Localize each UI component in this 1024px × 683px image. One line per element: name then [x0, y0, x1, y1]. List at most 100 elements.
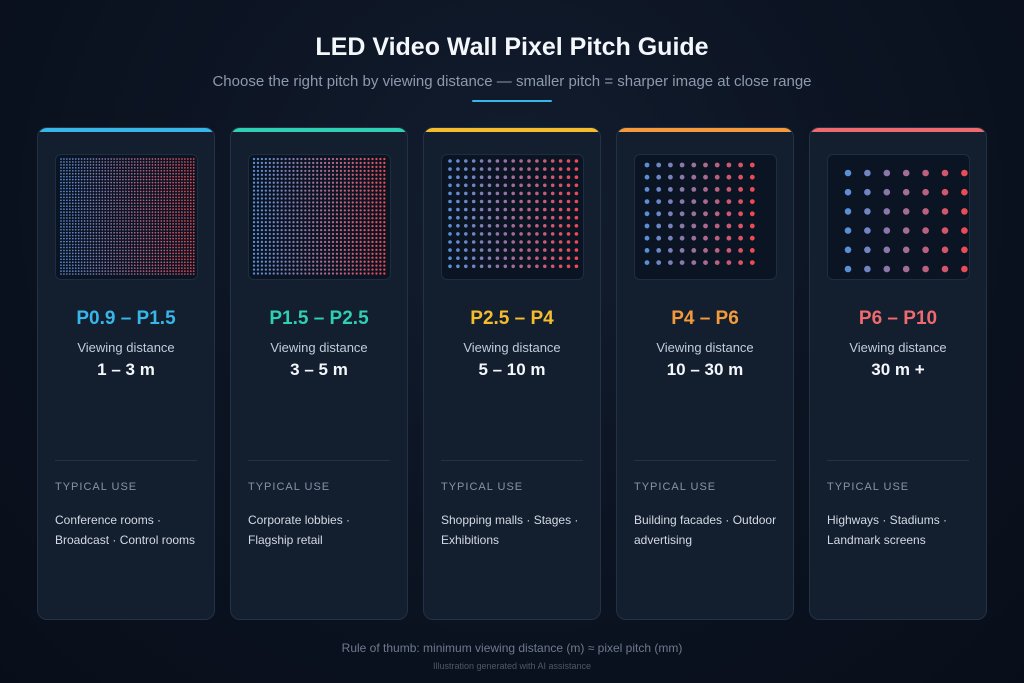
led-pixel-dot	[178, 164, 180, 166]
led-pixel-dot	[187, 249, 189, 252]
led-pixel-dot	[104, 258, 107, 261]
led-pixel-dot	[139, 249, 142, 252]
led-pixel-dot	[375, 225, 378, 228]
led-pixel-dot	[139, 226, 142, 228]
led-pixel-dot	[327, 256, 331, 259]
led-pixel-dot	[60, 205, 62, 208]
led-pixel-dot	[71, 202, 74, 205]
led-pixel-dot	[80, 252, 83, 255]
led-pixel-dot	[347, 252, 350, 255]
led-pixel-dot	[160, 214, 163, 216]
led-pixel-dot	[726, 260, 732, 265]
led-pixel-dot	[163, 243, 166, 246]
led-pixel-dot	[272, 264, 275, 267]
led-pixel-dot	[276, 252, 279, 255]
led-pixel-dot	[351, 189, 354, 192]
led-pixel-dot	[359, 161, 362, 165]
led-pixel-dot	[367, 205, 370, 208]
led-pixel-dot	[284, 236, 287, 240]
led-pixel-dot	[961, 265, 968, 273]
led-pixel-dot	[95, 214, 98, 216]
led-pixel-dot	[276, 264, 279, 267]
led-pixel-dot	[148, 181, 151, 184]
pitch-range: P1.5 – P2.5	[269, 308, 369, 329]
led-pixel-dot	[69, 237, 71, 240]
led-pixel-dot	[163, 169, 166, 172]
led-pixel-dot	[359, 197, 362, 200]
led-pixel-dot	[163, 196, 166, 199]
led-pixel-dot	[69, 220, 71, 222]
led-pixel-dot	[77, 243, 80, 246]
led-pixel-dot	[128, 237, 130, 240]
led-pixel-dot	[312, 252, 315, 255]
led-pixel-dot	[276, 272, 279, 275]
led-pixel-dot	[280, 260, 283, 263]
led-pixel-dot	[256, 161, 260, 165]
led-pixel-dot	[331, 240, 335, 244]
led-pixel-dot	[566, 191, 571, 196]
led-pixel-dot	[363, 173, 366, 176]
led-pixel-dot	[260, 161, 264, 165]
led-pixel-dot	[566, 264, 571, 269]
pixel-grid	[60, 158, 195, 275]
led-pixel-dot	[160, 270, 163, 272]
led-pixel-dot	[160, 228, 163, 231]
led-pixel-dot	[166, 231, 169, 234]
led-pixel-dot	[116, 187, 118, 190]
led-pixel-dot	[119, 211, 121, 213]
led-pixel-dot	[148, 267, 151, 269]
led-pixel-dot	[487, 240, 492, 244]
led-pixel-dot	[74, 270, 77, 272]
led-pixel-dot	[110, 243, 112, 246]
led-pixel-dot	[296, 157, 299, 161]
led-pixel-dot	[175, 202, 177, 205]
led-pixel-dot	[136, 167, 139, 169]
led-pixel-dot	[172, 181, 174, 184]
led-pixel-dot	[89, 214, 92, 216]
led-pixel-dot	[327, 205, 331, 208]
led-pixel-dot	[157, 226, 160, 228]
led-pixel-dot	[157, 217, 160, 219]
led-pixel-dot	[113, 249, 115, 252]
led-pixel-dot	[941, 227, 949, 234]
led-pixel-dot	[133, 264, 136, 267]
led-pixel-dot	[104, 220, 107, 222]
led-pixel-dot	[80, 196, 83, 199]
led-pixel-dot	[574, 232, 579, 236]
led-pixel-dot	[316, 221, 319, 224]
typical-use-text: Corporate lobbies · Flagship retail	[248, 513, 351, 547]
led-pixel-dot	[130, 172, 133, 175]
led-pixel-dot	[101, 264, 104, 267]
led-pixel-dot	[268, 232, 271, 236]
ai-credit-note: Illustration generated with AI assistanc…	[432, 661, 592, 671]
led-pixel-dot	[169, 199, 171, 202]
led-pixel-dot	[487, 191, 492, 196]
led-pixel-dot	[110, 164, 112, 166]
led-pixel-dot	[139, 252, 142, 255]
led-pixel-dot	[331, 181, 335, 184]
led-pixel-dot	[355, 169, 358, 172]
led-pixel-dot	[367, 264, 370, 267]
led-pixel-dot	[122, 178, 124, 181]
led-pixel-dot	[110, 205, 112, 208]
led-pixel-dot	[148, 223, 151, 225]
led-pixel-dot	[86, 196, 89, 199]
led-pixel-dot	[308, 181, 311, 184]
led-pixel-dot	[252, 177, 256, 180]
led-pixel-dot	[479, 232, 484, 236]
led-pixel-dot	[260, 268, 264, 271]
led-pixel-dot	[296, 228, 299, 232]
led-pixel-dot	[142, 164, 145, 166]
led-pixel-dot	[104, 231, 107, 234]
led-pixel-dot	[142, 226, 145, 228]
led-pixel-dot	[136, 264, 139, 267]
led-pixel-dot	[178, 231, 180, 234]
led-pixel-dot	[63, 199, 65, 202]
led-pixel-dot	[323, 248, 327, 251]
led-pixel-dot	[83, 178, 86, 181]
led-pixel-dot	[375, 248, 378, 251]
led-pixel-dot	[163, 184, 166, 187]
led-pixel-dot	[154, 226, 157, 228]
led-pixel-dot	[175, 172, 177, 175]
led-pixel-dot	[83, 196, 86, 199]
